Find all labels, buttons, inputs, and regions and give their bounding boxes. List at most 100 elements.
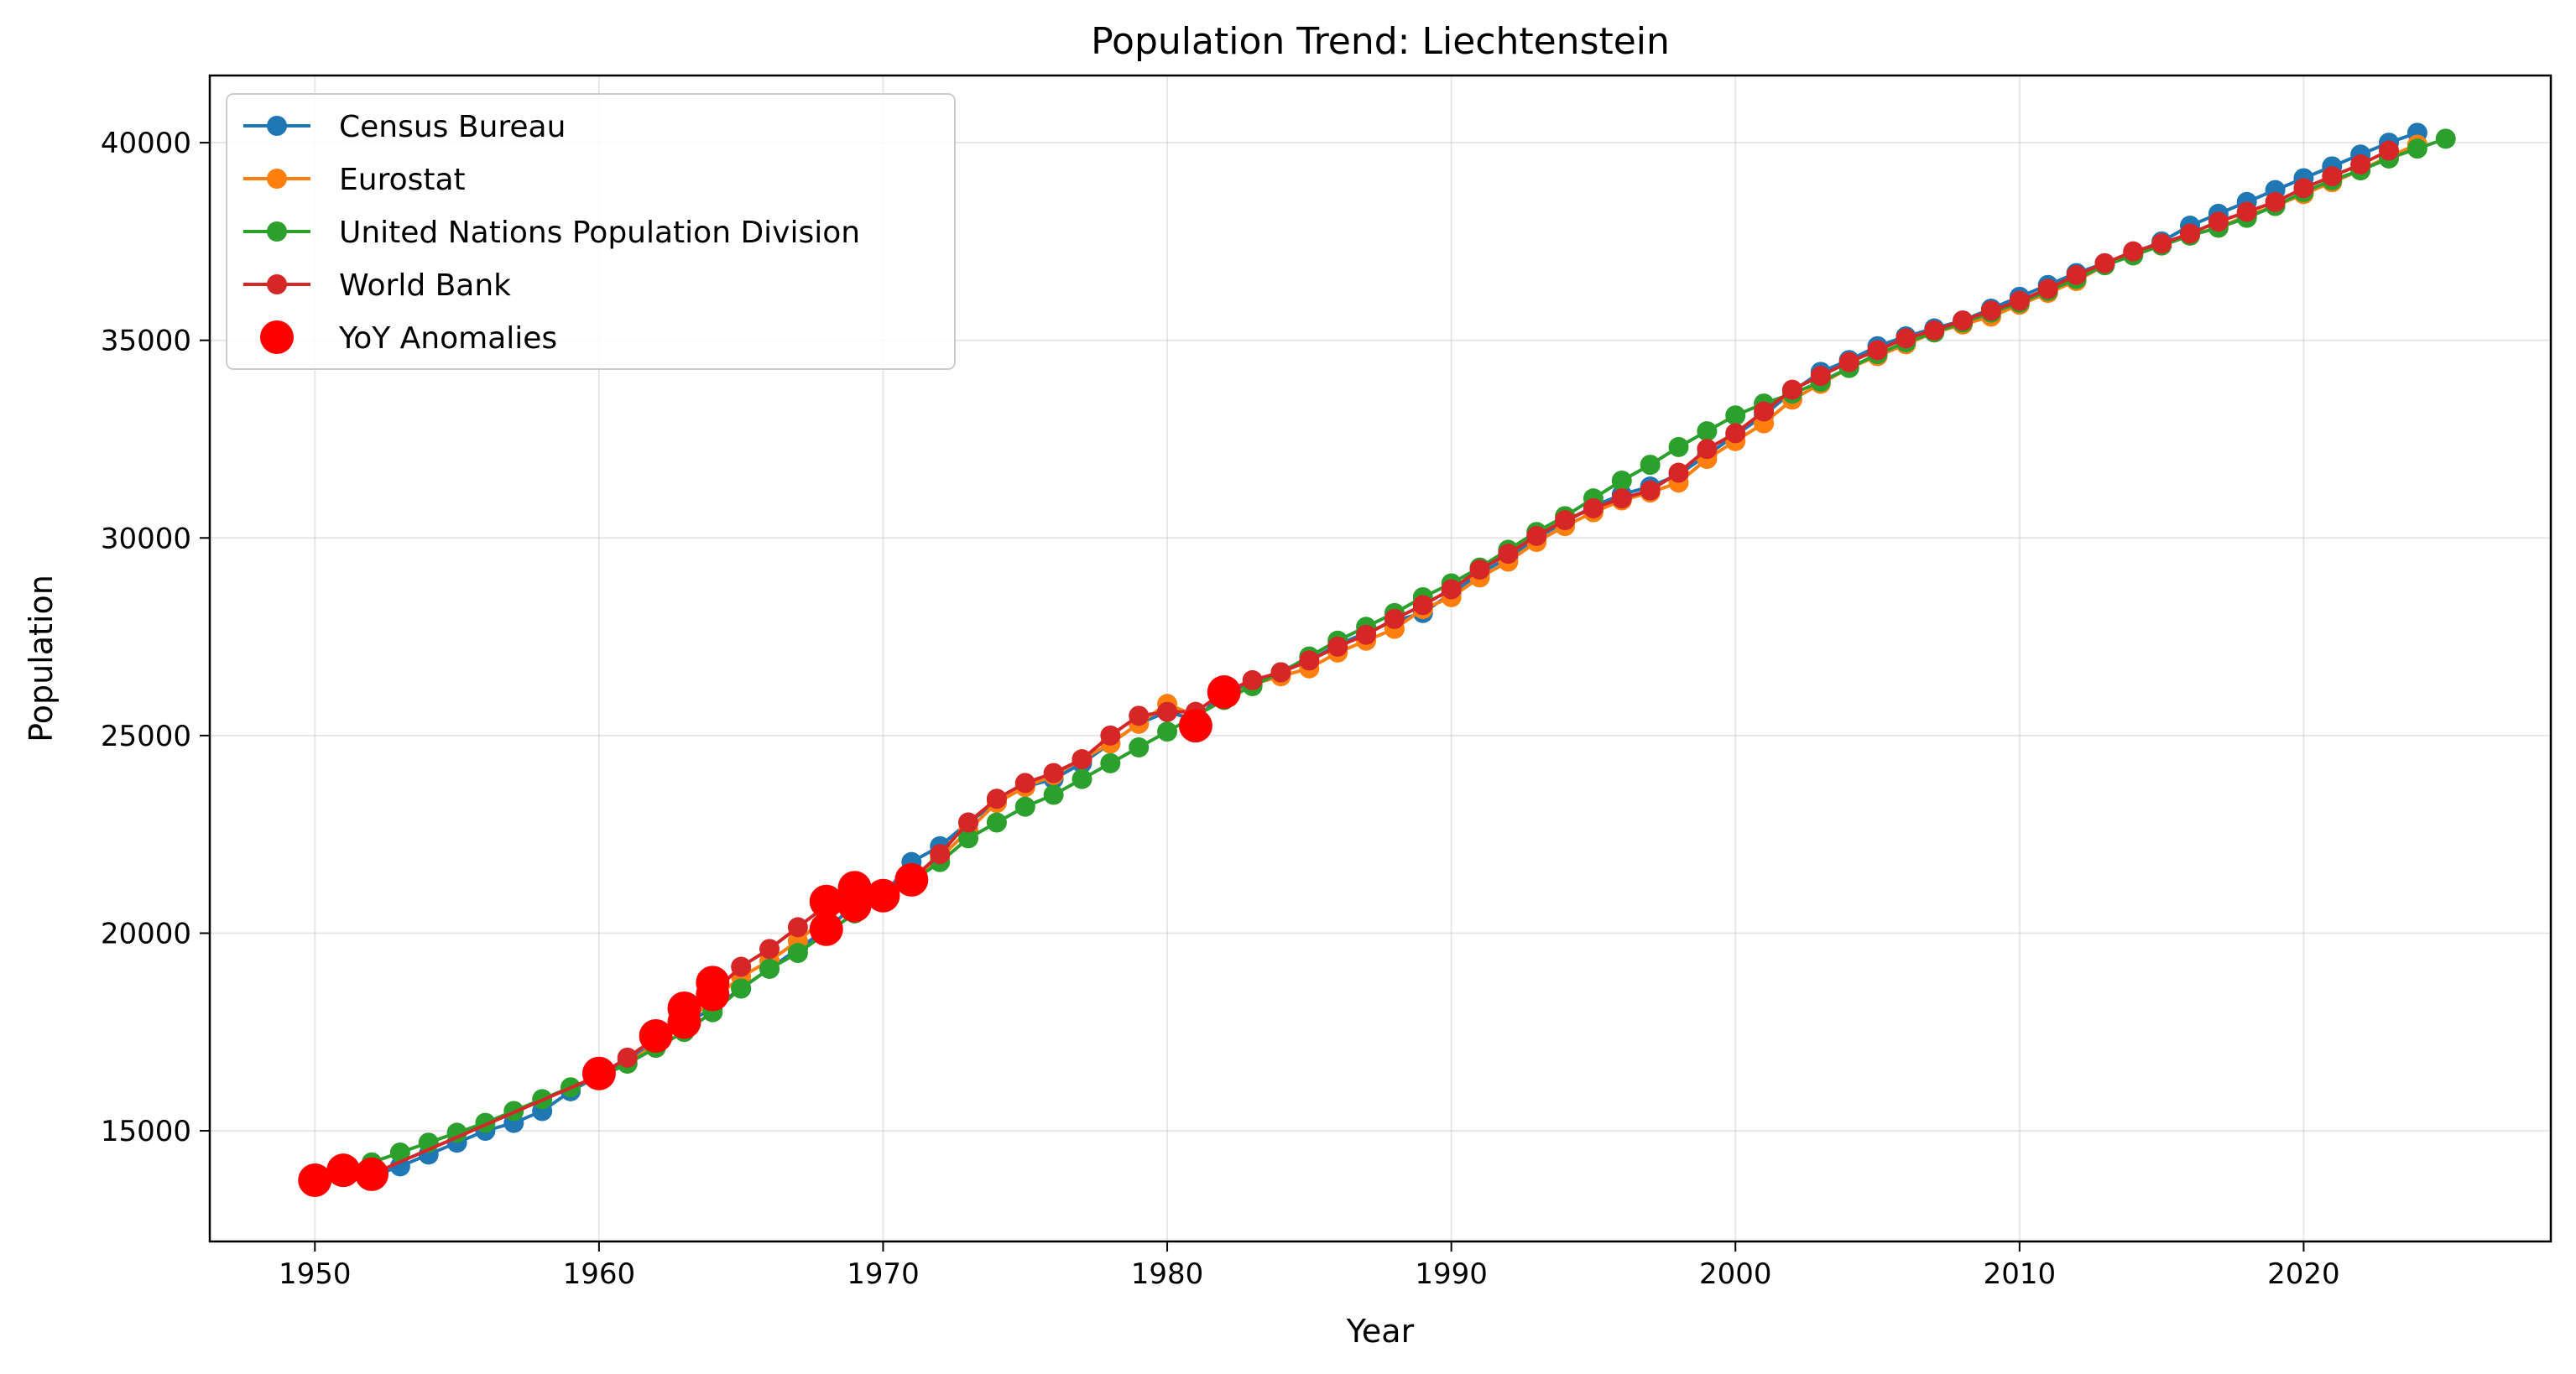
series-point — [1781, 379, 1802, 400]
series-point — [1583, 497, 1603, 518]
anomaly-point — [1207, 675, 1241, 710]
series-point — [389, 1142, 410, 1163]
legend-marker — [267, 116, 287, 136]
series-point — [1838, 351, 1859, 372]
series-point — [1980, 300, 2001, 321]
x-tick-label: 2000 — [1699, 1257, 1772, 1291]
series-point — [1611, 470, 1632, 491]
anomaly-point — [1178, 709, 1212, 743]
series-point — [1526, 525, 1547, 546]
y-tick-label: 30000 — [101, 522, 191, 555]
series-point — [1953, 310, 1974, 331]
anomaly-point — [809, 884, 843, 919]
series-point — [1498, 544, 1519, 565]
legend-marker — [267, 274, 287, 294]
series-point — [2208, 211, 2229, 232]
series-point — [2009, 290, 2030, 311]
series-point — [2179, 223, 2200, 244]
series-point — [1014, 773, 1035, 794]
series-point — [731, 956, 752, 977]
legend-marker — [267, 221, 287, 242]
series-point — [759, 958, 780, 979]
series-point — [1356, 624, 1377, 645]
series-point — [1924, 320, 1945, 341]
series-point — [2379, 140, 2400, 161]
series-point — [1100, 725, 1121, 746]
x-tick-label: 1970 — [847, 1257, 920, 1291]
series-point — [2293, 178, 2314, 199]
series-point — [1867, 340, 1888, 361]
series-point — [1725, 423, 1746, 444]
anomaly-point — [639, 1018, 673, 1053]
series-point — [1754, 401, 1775, 422]
series-point — [787, 917, 808, 938]
series-point — [1043, 784, 1064, 805]
legend-box — [226, 93, 956, 370]
legend: Census Bureau Eurostat United Nations Popu… — [226, 93, 956, 370]
x-tick-label: 1950 — [279, 1257, 352, 1291]
series-point — [1299, 650, 1320, 671]
x-axis-ticks: 1950 1960 1970 1980 1990 2000 2010 2020 — [279, 1241, 2340, 1291]
y-tick-label: 35000 — [101, 325, 191, 358]
series-point — [2350, 154, 2371, 175]
series-point — [787, 943, 808, 964]
legend-marker — [267, 169, 287, 189]
series-point — [958, 828, 979, 849]
series-point — [759, 939, 780, 960]
series-point — [1668, 436, 1689, 457]
series-point — [2322, 166, 2343, 187]
series-point — [1640, 480, 1661, 501]
anomaly-point — [667, 991, 701, 1025]
series-point — [1640, 455, 1661, 476]
legend-label: YoY Anomalies — [338, 321, 557, 356]
x-axis-label: Year — [1346, 1313, 1415, 1350]
series-point — [1697, 439, 1718, 460]
y-tick-label: 40000 — [101, 127, 191, 160]
series-point — [2094, 252, 2115, 273]
anomaly-point — [866, 878, 900, 913]
series-point — [1441, 579, 1462, 600]
anomaly-point — [809, 912, 843, 946]
series-point — [1157, 701, 1178, 722]
y-tick-label: 20000 — [101, 917, 191, 950]
series-point — [2066, 264, 2087, 285]
series-point — [1327, 636, 1348, 657]
series-point — [1555, 510, 1576, 531]
series-point — [986, 812, 1007, 833]
anomaly-point — [354, 1157, 388, 1191]
series-point — [1072, 768, 1092, 789]
series-point — [1412, 595, 1433, 616]
legend-entry: Eurostat — [243, 163, 466, 197]
series-point — [1072, 749, 1092, 770]
series-point — [1157, 721, 1178, 742]
series-point — [2265, 191, 2286, 212]
series-point — [2123, 241, 2144, 262]
y-axis-label: Population — [23, 575, 60, 742]
series-point — [1725, 405, 1746, 426]
anomaly-point — [837, 871, 872, 905]
series-point — [1469, 559, 1490, 580]
series-point — [1100, 752, 1121, 773]
series-point — [2151, 233, 2172, 254]
anomaly-point — [581, 1056, 616, 1090]
legend-entry: United Nations Population Division — [243, 216, 860, 250]
legend-entry: World Bank — [243, 268, 511, 303]
anomaly-point — [298, 1163, 332, 1197]
legend-marker — [260, 320, 294, 354]
series-point — [731, 978, 752, 999]
series-point — [2037, 278, 2058, 299]
series-point — [1384, 608, 1405, 629]
series-point — [1611, 488, 1632, 509]
y-axis-ticks: 15000 20000 25000 30000 35000 40000 — [101, 127, 210, 1148]
series-point — [1697, 421, 1718, 442]
series-point — [1129, 737, 1150, 758]
series-point — [930, 844, 951, 865]
y-tick-label: 15000 — [101, 1115, 191, 1148]
series-point — [617, 1047, 638, 1068]
series-point — [2435, 128, 2456, 149]
x-tick-label: 2020 — [2267, 1257, 2340, 1291]
legend-label: Census Bureau — [339, 110, 566, 144]
x-tick-label: 2010 — [1984, 1257, 2057, 1291]
series-point — [2236, 201, 2257, 222]
